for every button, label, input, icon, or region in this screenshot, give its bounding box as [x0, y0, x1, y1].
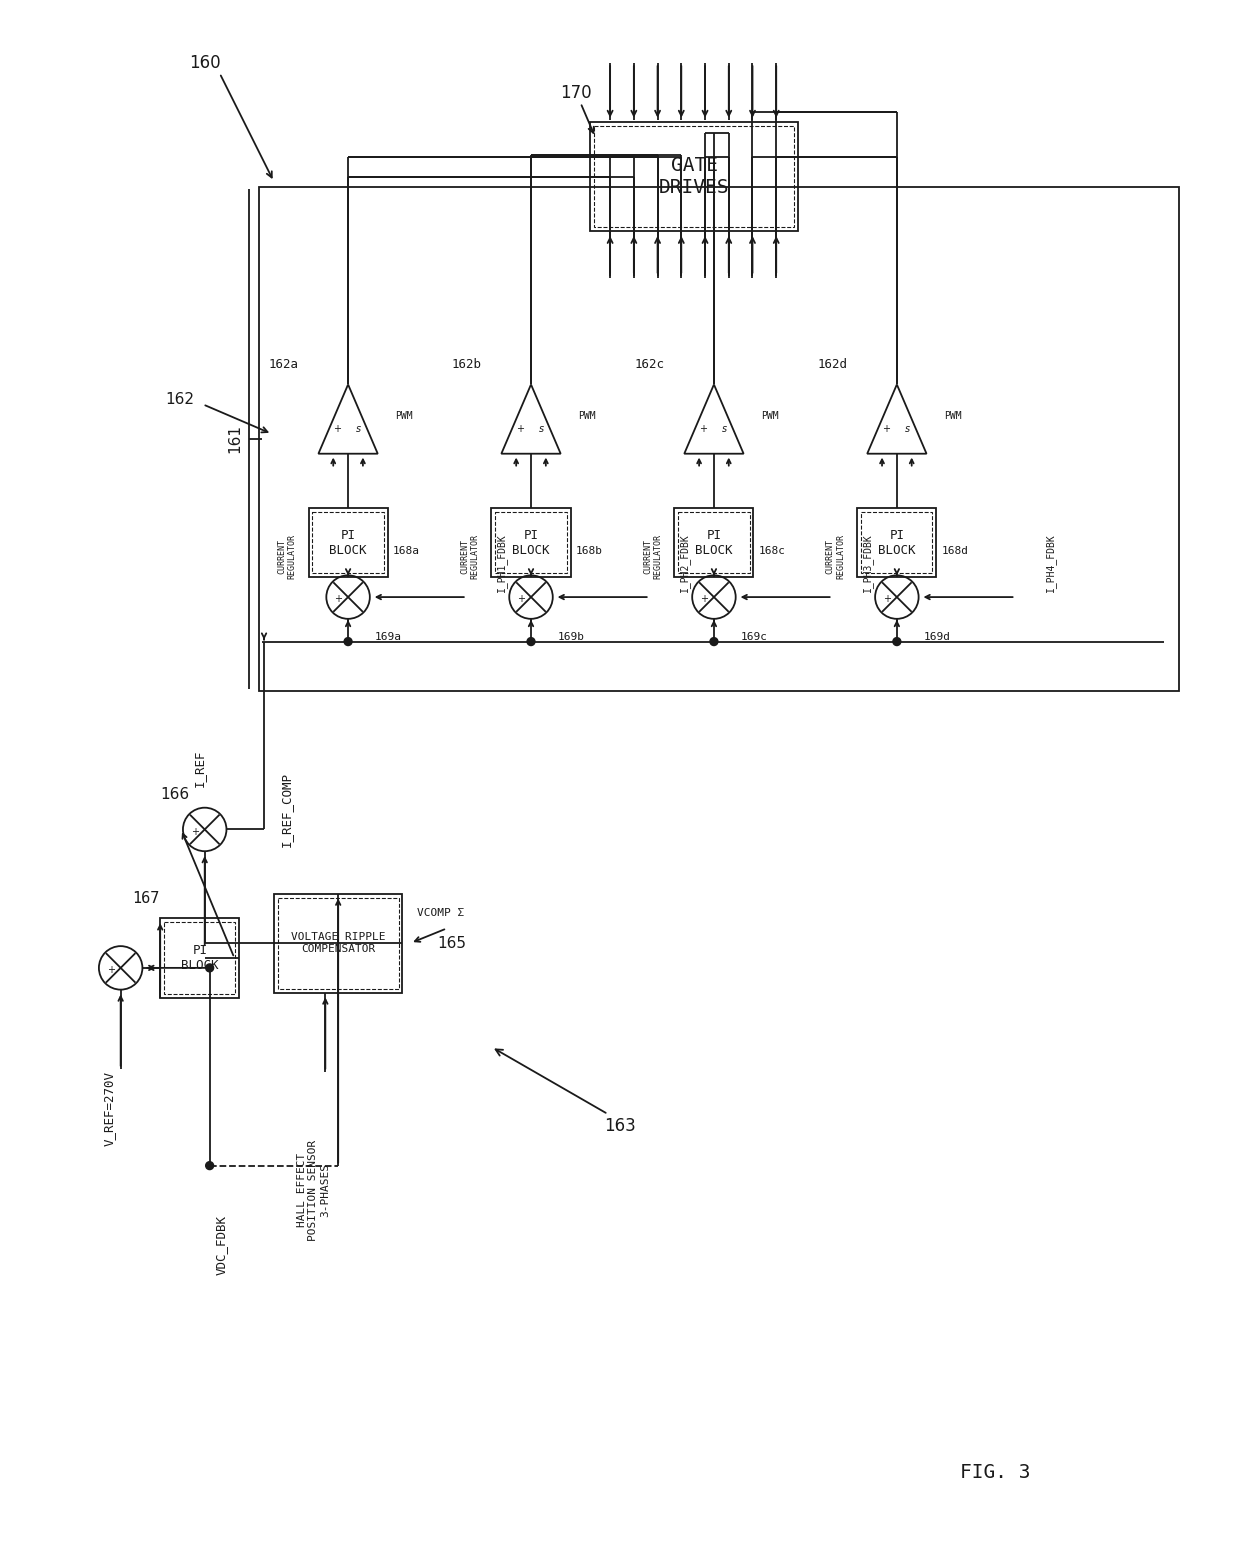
- Text: VOLTAGE RIPPLE
COMPENSATOR: VOLTAGE RIPPLE COMPENSATOR: [291, 932, 386, 954]
- Bar: [278, 898, 398, 988]
- Text: s: s: [539, 425, 544, 434]
- Text: 161: 161: [227, 425, 242, 453]
- Bar: [164, 923, 236, 994]
- Circle shape: [711, 637, 718, 646]
- Text: HALL EFFECT
POSITION SENSOR
3-PHASES: HALL EFFECT POSITION SENSOR 3-PHASES: [296, 1140, 330, 1241]
- Text: 165: 165: [438, 935, 466, 951]
- Circle shape: [206, 1161, 213, 1169]
- Bar: [160, 918, 239, 997]
- Text: CURRENT
REGULATOR: CURRENT REGULATOR: [826, 534, 846, 579]
- Bar: [259, 187, 1179, 692]
- Text: 169a: 169a: [374, 632, 402, 642]
- Text: 162: 162: [165, 392, 195, 407]
- Text: s: s: [905, 425, 910, 434]
- Text: +: +: [517, 595, 526, 604]
- Text: CURRENT
REGULATOR: CURRENT REGULATOR: [460, 534, 480, 579]
- Text: I_REF: I_REF: [193, 749, 206, 787]
- Text: PI
BLOCK: PI BLOCK: [512, 529, 549, 557]
- Text: 168a: 168a: [393, 546, 419, 556]
- Circle shape: [206, 965, 213, 973]
- Text: I_PH2_FDBK: I_PH2_FDBK: [678, 534, 689, 592]
- Text: +: +: [335, 595, 342, 604]
- Text: +: +: [699, 425, 707, 434]
- Text: PI
BLOCK: PI BLOCK: [696, 529, 733, 557]
- Text: PWM: PWM: [396, 411, 413, 420]
- Text: s: s: [356, 425, 361, 434]
- Text: CURRENT
REGULATOR: CURRENT REGULATOR: [642, 534, 662, 579]
- Text: 169d: 169d: [924, 632, 951, 642]
- Circle shape: [893, 637, 900, 646]
- Text: 163: 163: [604, 1118, 636, 1135]
- Text: I_PH3_FDBK: I_PH3_FDBK: [862, 534, 873, 592]
- Bar: [312, 512, 383, 573]
- Bar: [594, 126, 794, 228]
- Text: I_PH4_FDBK: I_PH4_FDBK: [1044, 534, 1055, 592]
- Text: 162d: 162d: [817, 357, 847, 372]
- Text: 168b: 168b: [575, 546, 603, 556]
- Text: PI
BLOCK: PI BLOCK: [878, 529, 915, 557]
- Bar: [590, 122, 799, 231]
- Bar: [678, 512, 749, 573]
- Text: VCOMP Σ: VCOMP Σ: [418, 909, 465, 918]
- Text: V_REF=270V: V_REF=270V: [102, 1071, 115, 1146]
- Circle shape: [527, 637, 534, 646]
- Bar: [491, 507, 570, 578]
- Text: +: +: [882, 425, 890, 434]
- Circle shape: [345, 637, 352, 646]
- Text: PI
BLOCK: PI BLOCK: [181, 944, 218, 973]
- Text: VDC_FDBK: VDC_FDBK: [215, 1214, 228, 1275]
- Bar: [857, 507, 936, 578]
- Text: +: +: [701, 595, 708, 604]
- Text: CURRENT
REGULATOR: CURRENT REGULATOR: [277, 534, 296, 579]
- Text: +: +: [107, 965, 115, 976]
- Text: 170: 170: [559, 84, 591, 101]
- Text: PWM: PWM: [761, 411, 779, 420]
- Text: +: +: [334, 425, 341, 434]
- Bar: [309, 507, 388, 578]
- Text: PWM: PWM: [579, 411, 596, 420]
- Text: 166: 166: [160, 787, 190, 802]
- Text: I_REF_COMP: I_REF_COMP: [279, 773, 293, 848]
- Text: 160: 160: [188, 55, 221, 72]
- Bar: [274, 894, 403, 993]
- Bar: [675, 507, 754, 578]
- Text: 167: 167: [131, 891, 159, 907]
- Text: FIG. 3: FIG. 3: [961, 1463, 1030, 1481]
- Text: s: s: [722, 425, 727, 434]
- Text: GATE
DRIVES: GATE DRIVES: [658, 156, 729, 197]
- Bar: [862, 512, 932, 573]
- Text: 162b: 162b: [451, 357, 481, 372]
- Text: +: +: [191, 827, 198, 837]
- Text: 162a: 162a: [269, 357, 299, 372]
- Text: PWM: PWM: [945, 411, 962, 420]
- Text: I_PH1_FDBK: I_PH1_FDBK: [496, 534, 507, 592]
- Text: 168d: 168d: [941, 546, 968, 556]
- Text: 169c: 169c: [740, 632, 768, 642]
- Text: 169b: 169b: [558, 632, 585, 642]
- Bar: [496, 512, 567, 573]
- Text: 168c: 168c: [759, 546, 785, 556]
- Text: 162c: 162c: [635, 357, 665, 372]
- Text: +: +: [516, 425, 525, 434]
- Text: +: +: [883, 595, 892, 604]
- Text: PI
BLOCK: PI BLOCK: [330, 529, 367, 557]
